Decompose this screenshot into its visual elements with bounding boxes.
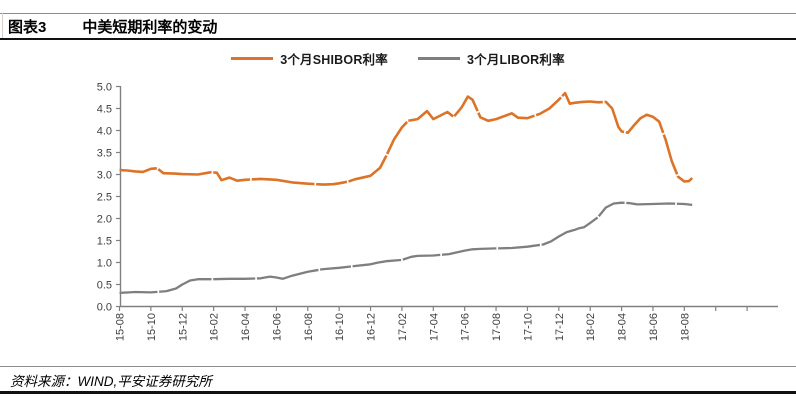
y-tick-label: 0.5 (97, 280, 112, 292)
x-tick-label: 17-02 (397, 313, 409, 341)
x-tick-label: 17-06 (460, 313, 472, 341)
x-tick-label: 18-04 (617, 313, 629, 341)
x-tick-label: 15-08 (115, 313, 127, 341)
y-tick-label: 0.0 (97, 302, 112, 314)
shibor-line (119, 91, 694, 186)
footer-bottom-rule (0, 391, 796, 394)
y-tick-label: 5.0 (97, 82, 112, 94)
x-tick-label: 18-06 (648, 313, 660, 341)
header-left-rule (2, 13, 3, 39)
y-tick-label: 2.5 (97, 192, 112, 204)
figure-tag: 图表3 (8, 19, 47, 36)
figure-header: 图表3 中美短期利率的变动 (8, 16, 217, 37)
legend-item-libor: 3个月LIBOR利率 (417, 49, 565, 68)
x-tick-label: 17-10 (522, 313, 534, 341)
libor-line (119, 201, 693, 295)
x-tick-label: 15-12 (177, 313, 189, 341)
x-tick-label: 17-08 (491, 313, 503, 341)
source-note: 资料来源：WIND,平安证券研究所 (10, 374, 212, 389)
y-tick-label: 3.0 (97, 170, 112, 182)
y-tick-label: 2.0 (97, 214, 112, 226)
figure-title: 中美短期利率的变动 (82, 19, 218, 36)
y-tick-label: 1.0 (97, 258, 112, 270)
x-tick-label: 16-04 (240, 313, 252, 341)
header-bottom-rule (0, 38, 796, 40)
x-tick-label: 17-04 (428, 313, 440, 341)
x-tick-label: 15-10 (146, 313, 158, 341)
legend-label-shibor: 3个月SHIBOR利率 (280, 53, 388, 67)
y-tick-label: 1.5 (97, 236, 112, 248)
y-tick-label: 4.5 (97, 104, 112, 116)
x-tick-label: 16-06 (271, 313, 283, 341)
legend-label-libor: 3个月LIBOR利率 (466, 53, 565, 67)
x-tick-label: 16-02 (209, 313, 221, 341)
footer-top-rule (0, 366, 796, 367)
x-tick-label: 17-12 (554, 313, 566, 341)
legend-line-swatch-orange (231, 57, 274, 60)
legend-item-shibor: 3个月SHIBOR利率 (231, 49, 388, 68)
x-tick-label: 18-08 (679, 313, 691, 341)
legend-line-swatch-gray (417, 57, 460, 60)
x-tick-label: 16-12 (366, 313, 378, 341)
x-tick-label: 16-08 (303, 313, 315, 341)
chart-legend: 3个月SHIBOR利率 3个月LIBOR利率 (0, 49, 796, 68)
header-top-rule (0, 13, 796, 14)
y-tick-label: 4.0 (97, 126, 112, 138)
x-tick-label: 16-10 (334, 313, 346, 341)
x-tick-label: 18-02 (585, 313, 597, 341)
y-tick-label: 3.5 (97, 148, 112, 160)
